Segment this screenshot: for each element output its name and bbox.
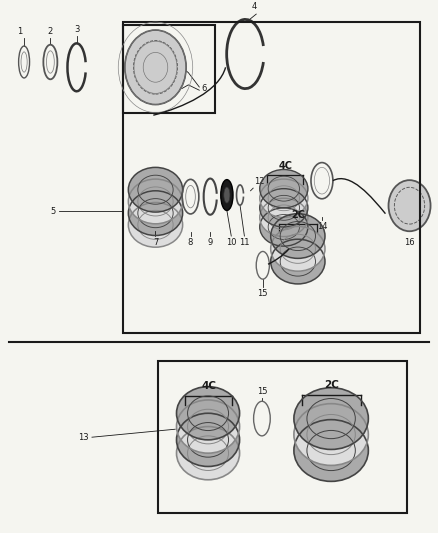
Text: 11: 11 [239, 238, 250, 247]
Ellipse shape [389, 180, 431, 231]
Ellipse shape [260, 189, 308, 227]
Ellipse shape [128, 191, 183, 236]
Ellipse shape [177, 413, 240, 466]
Ellipse shape [271, 239, 325, 284]
Ellipse shape [221, 180, 233, 211]
Text: 7: 7 [153, 238, 158, 247]
Ellipse shape [260, 208, 308, 246]
Ellipse shape [128, 203, 183, 247]
Ellipse shape [128, 167, 183, 212]
Text: 9: 9 [208, 238, 213, 247]
Ellipse shape [260, 198, 308, 237]
Ellipse shape [260, 169, 308, 208]
Text: 4: 4 [252, 3, 257, 11]
Text: 1: 1 [17, 28, 22, 36]
Ellipse shape [271, 214, 325, 259]
Ellipse shape [294, 403, 368, 465]
Text: 4C: 4C [278, 161, 292, 171]
Text: 6: 6 [201, 84, 206, 93]
Text: 3: 3 [74, 26, 79, 34]
Ellipse shape [224, 187, 230, 203]
Ellipse shape [294, 419, 368, 481]
Ellipse shape [125, 30, 186, 104]
Text: 5: 5 [50, 206, 55, 215]
Text: 13: 13 [78, 433, 88, 442]
Text: 10: 10 [226, 238, 237, 247]
Bar [123, 25, 215, 112]
Ellipse shape [128, 179, 183, 224]
Text: 12: 12 [254, 177, 265, 186]
Ellipse shape [260, 179, 308, 217]
Text: 8: 8 [188, 238, 193, 247]
Text: 15: 15 [257, 386, 267, 395]
Text: 16: 16 [404, 238, 415, 247]
Text: 2: 2 [48, 28, 53, 36]
Bar [158, 361, 407, 513]
Text: 4C: 4C [201, 382, 216, 391]
Ellipse shape [177, 400, 240, 453]
Text: 15: 15 [258, 289, 268, 298]
Ellipse shape [294, 387, 368, 449]
Ellipse shape [271, 227, 325, 271]
Ellipse shape [177, 386, 240, 440]
Text: 14: 14 [317, 222, 327, 231]
Text: 2C: 2C [291, 210, 305, 220]
Text: 2C: 2C [324, 381, 339, 390]
Bar [123, 22, 420, 334]
Ellipse shape [177, 426, 240, 480]
